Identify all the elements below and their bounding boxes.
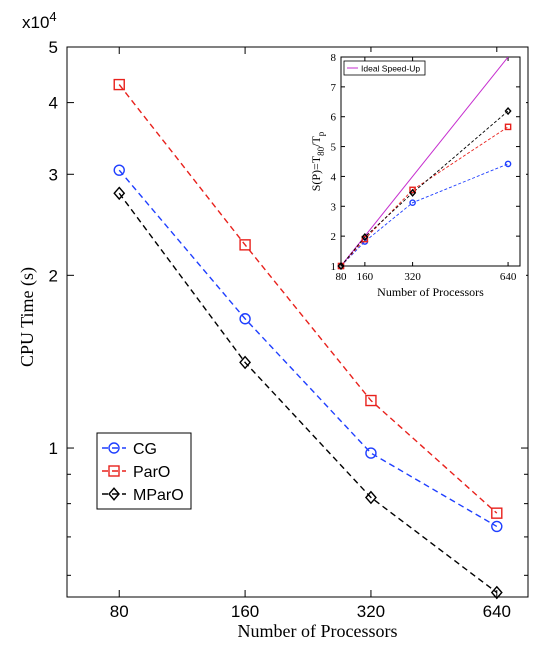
inset-legend: Ideal Speed-Up: [343, 60, 426, 76]
y-exponent-power: 4: [49, 9, 56, 24]
inset-chart: 80 160 320 640 1 2 3 4 5 6 7 8 Number of Processors S…: [306, 52, 526, 302]
y-axis-label: CPU Time (s): [17, 267, 38, 367]
inset-data-point-cg: [504, 160, 512, 168]
inset-data-point-mparo: [409, 188, 417, 197]
y-tick-label: 3: [49, 165, 58, 184]
inset-data-point-mparo: [337, 261, 345, 271]
inset-x-tick-label: 640: [500, 271, 517, 283]
inset-x-tick-label: 320: [404, 271, 421, 283]
data-point-mparo: [365, 490, 377, 505]
y-tick-label: 4: [49, 94, 58, 113]
data-point-cg: [365, 447, 377, 459]
y-tick-label: 5: [49, 38, 58, 57]
series-line-cg: [118, 169, 498, 528]
inset-y-tick-label: 6: [331, 112, 337, 124]
inset-y-label-part: p: [316, 131, 326, 136]
inset-series-line-mparo: [341, 110, 509, 266]
x-axis-label: Number of Processors: [238, 621, 398, 641]
data-point-cg: [491, 520, 503, 533]
legend-marker: [108, 465, 120, 477]
x-tick-label: 160: [231, 602, 259, 621]
legend-entry-cg: CG: [133, 441, 157, 458]
inset-data-point-mparo: [504, 106, 512, 116]
inset-y-tick-label: 8: [331, 52, 337, 64]
x-tick-label: 640: [483, 602, 511, 621]
inset-y-tick-label: 1: [331, 261, 337, 273]
inset-legend-box: [343, 60, 426, 76]
inset-data-point-paro: [409, 186, 416, 194]
data-point-paro: [239, 239, 251, 251]
inset-y-tick-label: 4: [331, 171, 337, 183]
data-point-paro: [491, 507, 503, 519]
data-point-paro: [113, 78, 125, 91]
inset-data-point-cg: [409, 199, 416, 207]
inset-data: [341, 57, 509, 266]
inset-y-label-part: 80: [316, 146, 326, 156]
legend-marker: [108, 487, 120, 501]
inset-y-tick-label: 3: [331, 201, 337, 213]
inset-x-axis-label: Number of Processors: [377, 285, 484, 299]
x-tick-label: 320: [357, 602, 385, 621]
series-line-mparo: [118, 192, 498, 594]
data-point-mparo: [113, 186, 126, 201]
inset-x-tick-label: 80: [336, 271, 348, 283]
inset-y-tick-label: 5: [331, 142, 337, 154]
data-point-mparo: [239, 355, 252, 370]
inset-series-line-cg: [341, 163, 509, 266]
inset-y-tick-label: 7: [331, 82, 337, 94]
y-tick-label: 1: [49, 439, 58, 458]
inset-y-tick-label: 2: [331, 231, 337, 243]
inset-data-point-mparo: [361, 232, 369, 242]
data-point-cg: [113, 164, 125, 176]
series-line-paro: [118, 84, 498, 514]
main-legend: CG ParO MParO: [96, 432, 192, 510]
legend-marker: [108, 442, 120, 454]
y-tick-label: 2: [49, 266, 58, 285]
y-exponent-base: x10: [22, 13, 49, 32]
inset-data-point-paro: [504, 123, 512, 131]
x-tick-label: 80: [110, 602, 129, 621]
legend-entry-paro: ParO: [133, 464, 170, 481]
inset-x-tick-label: 160: [357, 271, 374, 283]
inset-y-axis-label: S(P)=T80/Tp: [309, 131, 326, 191]
y-exponent-label: x104: [22, 9, 57, 32]
data-point-mparo: [490, 585, 503, 600]
ideal-speedup-line: [341, 57, 509, 266]
data-point-paro: [365, 394, 377, 407]
inset-data-point-paro: [361, 235, 369, 243]
inset-y-label-part: S(P)=T: [309, 155, 323, 191]
legend-entry-mparo: MParO: [133, 487, 184, 504]
inset-legend-entry-ideal: Ideal Speed-Up: [361, 64, 420, 74]
inset-y-label-part: /T: [309, 136, 323, 147]
data-point-cg: [239, 313, 251, 325]
